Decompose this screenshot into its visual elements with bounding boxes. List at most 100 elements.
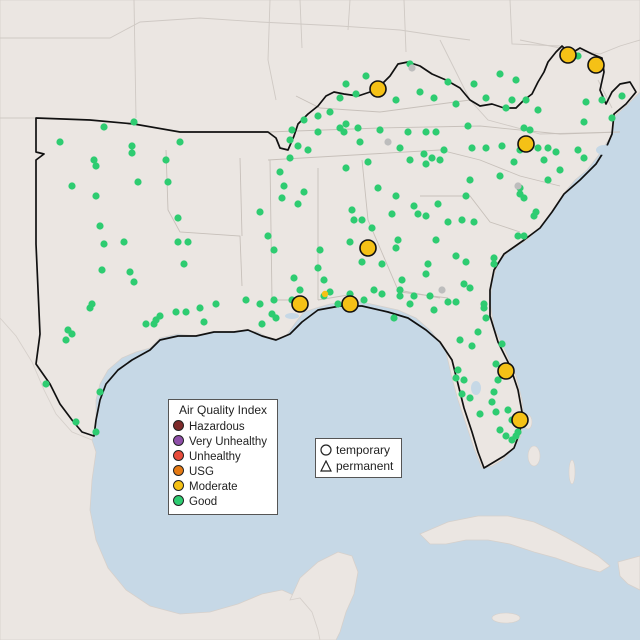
good-monitor-marker[interactable]	[422, 128, 430, 136]
good-monitor-marker[interactable]	[410, 292, 418, 300]
good-monitor-marker[interactable]	[426, 292, 434, 300]
good-monitor-marker[interactable]	[454, 366, 462, 374]
good-monitor-marker[interactable]	[502, 104, 510, 112]
good-monitor-marker[interactable]	[608, 114, 616, 122]
good-monitor-marker[interactable]	[362, 72, 370, 80]
good-monitor-marker[interactable]	[90, 156, 98, 164]
good-monitor-marker[interactable]	[346, 238, 354, 246]
good-monitor-marker[interactable]	[520, 124, 528, 132]
good-monitor-marker[interactable]	[526, 126, 534, 134]
good-monitor-marker[interactable]	[356, 138, 364, 146]
good-monitor-marker[interactable]	[544, 144, 552, 152]
good-monitor-marker[interactable]	[428, 154, 436, 162]
good-monitor-marker[interactable]	[342, 80, 350, 88]
good-monitor-marker[interactable]	[460, 376, 468, 384]
good-monitor-marker[interactable]	[580, 154, 588, 162]
good-monitor-marker[interactable]	[544, 176, 552, 184]
good-monitor-marker[interactable]	[360, 296, 368, 304]
good-monitor-marker[interactable]	[358, 216, 366, 224]
good-monitor-marker[interactable]	[128, 142, 136, 150]
good-monitor-marker[interactable]	[86, 304, 94, 312]
good-monitor-marker[interactable]	[68, 330, 76, 338]
good-monitor-marker[interactable]	[326, 288, 334, 296]
good-monitor-marker[interactable]	[468, 342, 476, 350]
good-monitor-marker[interactable]	[392, 96, 400, 104]
good-monitor-marker[interactable]	[296, 286, 304, 294]
good-monitor-marker[interactable]	[458, 216, 466, 224]
good-monitor-marker[interactable]	[378, 260, 386, 268]
good-monitor-marker[interactable]	[374, 184, 382, 192]
good-monitor-marker[interactable]	[130, 278, 138, 286]
good-monitor-marker[interactable]	[432, 128, 440, 136]
good-monitor-marker[interactable]	[392, 192, 400, 200]
good-monitor-marker[interactable]	[280, 182, 288, 190]
good-monitor-marker[interactable]	[172, 308, 180, 316]
good-monitor-marker[interactable]	[534, 144, 542, 152]
good-monitor-marker[interactable]	[396, 286, 404, 294]
good-monitor-marker[interactable]	[180, 260, 188, 268]
good-monitor-marker[interactable]	[452, 298, 460, 306]
good-monitor-marker[interactable]	[440, 146, 448, 154]
good-monitor-marker[interactable]	[264, 232, 272, 240]
good-monitor-marker[interactable]	[370, 286, 378, 294]
good-monitor-marker[interactable]	[552, 148, 560, 156]
good-monitor-marker[interactable]	[354, 124, 362, 132]
good-monitor-marker[interactable]	[326, 108, 334, 116]
good-monitor-marker[interactable]	[342, 120, 350, 128]
good-monitor-marker[interactable]	[488, 398, 496, 406]
good-monitor-marker[interactable]	[444, 78, 452, 86]
good-monitor-marker[interactable]	[460, 280, 468, 288]
good-monitor-marker[interactable]	[464, 122, 472, 130]
good-monitor-marker[interactable]	[270, 246, 278, 254]
good-monitor-marker[interactable]	[452, 100, 460, 108]
good-monitor-marker[interactable]	[286, 154, 294, 162]
good-monitor-marker[interactable]	[456, 336, 464, 344]
good-monitor-marker[interactable]	[278, 194, 286, 202]
good-monitor-marker[interactable]	[406, 156, 414, 164]
good-monitor-marker[interactable]	[342, 164, 350, 172]
moderate-monitor-marker-large[interactable]	[497, 362, 515, 380]
no-data-monitor-marker[interactable]	[384, 138, 392, 146]
good-monitor-marker[interactable]	[432, 236, 440, 244]
moderate-monitor-marker-large[interactable]	[369, 80, 387, 98]
good-monitor-marker[interactable]	[368, 224, 376, 232]
good-monitor-marker[interactable]	[304, 146, 312, 154]
good-monitor-marker[interactable]	[482, 144, 490, 152]
good-monitor-marker[interactable]	[534, 106, 542, 114]
good-monitor-marker[interactable]	[350, 216, 358, 224]
good-monitor-marker[interactable]	[514, 232, 522, 240]
good-monitor-marker[interactable]	[444, 298, 452, 306]
good-monitor-marker[interactable]	[422, 212, 430, 220]
good-monitor-marker[interactable]	[416, 88, 424, 96]
good-monitor-marker[interactable]	[270, 296, 278, 304]
good-monitor-marker[interactable]	[120, 238, 128, 246]
good-monitor-marker[interactable]	[96, 222, 104, 230]
good-monitor-marker[interactable]	[482, 314, 490, 322]
good-monitor-marker[interactable]	[520, 194, 528, 202]
good-monitor-marker[interactable]	[256, 208, 264, 216]
good-monitor-marker[interactable]	[618, 92, 626, 100]
good-monitor-marker[interactable]	[42, 380, 50, 388]
good-monitor-marker[interactable]	[268, 310, 276, 318]
good-monitor-marker[interactable]	[508, 436, 516, 444]
good-monitor-marker[interactable]	[466, 176, 474, 184]
good-monitor-marker[interactable]	[92, 428, 100, 436]
good-monitor-marker[interactable]	[340, 128, 348, 136]
good-monitor-marker[interactable]	[404, 128, 412, 136]
good-monitor-marker[interactable]	[56, 138, 64, 146]
good-monitor-marker[interactable]	[162, 156, 170, 164]
good-monitor-marker[interactable]	[492, 408, 500, 416]
good-monitor-marker[interactable]	[434, 200, 442, 208]
moderate-monitor-marker-large[interactable]	[359, 239, 377, 257]
good-monitor-marker[interactable]	[182, 308, 190, 316]
good-monitor-marker[interactable]	[436, 156, 444, 164]
good-monitor-marker[interactable]	[100, 123, 108, 131]
good-monitor-marker[interactable]	[398, 276, 406, 284]
good-monitor-marker[interactable]	[352, 90, 360, 98]
good-monitor-marker[interactable]	[96, 388, 104, 396]
good-monitor-marker[interactable]	[492, 360, 500, 368]
good-monitor-marker[interactable]	[300, 188, 308, 196]
good-monitor-marker[interactable]	[130, 118, 138, 126]
good-monitor-marker[interactable]	[504, 406, 512, 414]
good-monitor-marker[interactable]	[422, 160, 430, 168]
